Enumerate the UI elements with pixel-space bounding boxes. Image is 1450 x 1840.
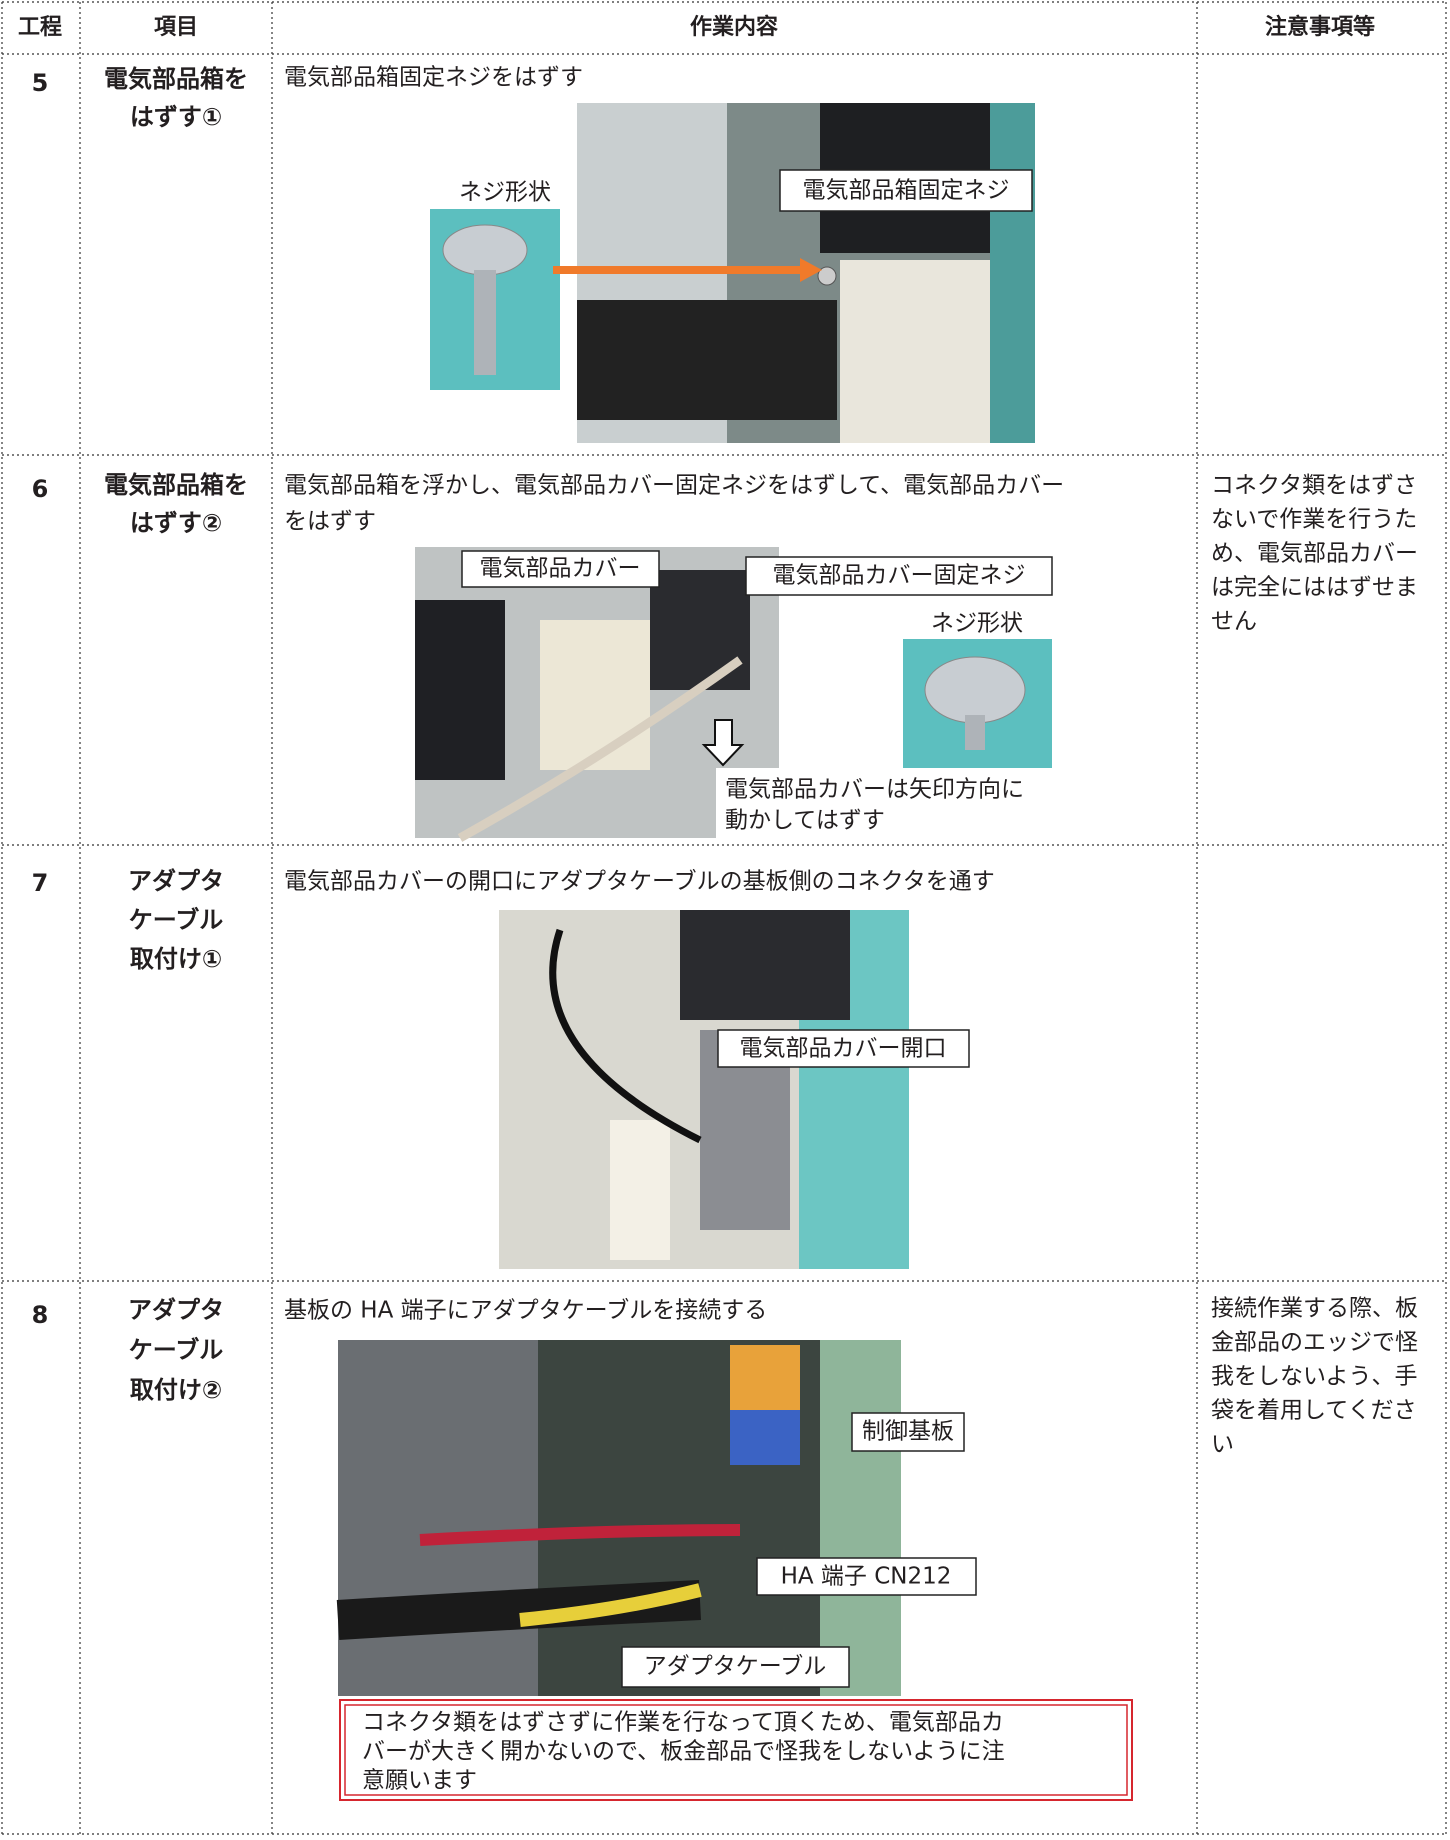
note: い: [1211, 1432, 1234, 1458]
caption-background: [716, 768, 1046, 840]
label-box: [745, 556, 1053, 596]
step-number: 6: [32, 475, 49, 503]
description: 基板の HA 端子にアダプタケーブルを接続する: [284, 1298, 767, 1324]
caution-text: 意願います: [362, 1768, 477, 1794]
caution-box: [339, 1699, 1133, 1801]
caption: 動かしてはずす: [725, 808, 885, 834]
header-cell: 作業内容: [690, 14, 778, 40]
label-box: [756, 1557, 977, 1596]
note: 金部品のエッジで怪: [1211, 1330, 1418, 1356]
label-box: [621, 1646, 850, 1688]
label-box: [851, 1412, 965, 1452]
caption: 電気部品カバーは矢印方向に: [725, 777, 1024, 803]
photo-label: 電気部品カバー: [480, 556, 641, 582]
photo-label: ネジ形状: [459, 180, 551, 206]
description: 電気部品カバーの開口にアダプタケーブルの基板側のコネクタを通す: [284, 869, 995, 895]
header-cell: 工程: [18, 15, 62, 40]
note: コネクタ類をはずさ: [1211, 473, 1417, 499]
photo: [430, 209, 560, 390]
caution-text: バーが大きく開かないので、板金部品で怪我をしないように注: [362, 1739, 1005, 1765]
arrow: [553, 258, 822, 282]
label-box: [717, 1029, 970, 1068]
description: 電気部品箱固定ネジをはずす: [284, 65, 583, 91]
photo-label: 電気部品箱固定ネジ: [803, 178, 1010, 204]
photo: [903, 639, 1052, 768]
item-text: 電気部品箱を: [104, 65, 248, 93]
photo-label: 電気部品カバー開口: [740, 1036, 947, 1062]
item-text: 電気部品箱を: [104, 471, 248, 499]
header-cell: 項目: [154, 15, 198, 40]
item-text: 取付け①: [130, 945, 222, 973]
header-cell: 注意事項等: [1265, 14, 1375, 40]
step-number: 8: [32, 1301, 49, 1329]
item-text: はずす①: [130, 103, 222, 131]
step-number: 7: [32, 869, 49, 897]
photo-label: アダプタケーブル: [644, 1654, 827, 1680]
photo: [499, 910, 909, 1269]
caution-text: コネクタ類をはずさずに作業を行なって頂くため、電気部品カ: [362, 1710, 1004, 1736]
description: をはずす: [284, 509, 376, 535]
note: 我をしないよう、手: [1211, 1364, 1418, 1390]
label-box: [779, 169, 1033, 212]
photo-label: 電気部品カバー固定ネジ: [773, 563, 1026, 589]
note: ないで作業を行うた: [1211, 507, 1417, 533]
note: は完全にははずせま: [1211, 575, 1418, 601]
note: 袋を着用してくださ: [1211, 1398, 1417, 1424]
item-text: ケーブル: [129, 1336, 224, 1364]
photo-label: ネジ形状: [931, 611, 1023, 637]
note: せん: [1211, 609, 1257, 635]
item-text: アダプタ: [128, 1296, 224, 1324]
item-text: ケーブル: [129, 906, 224, 934]
item-text: 取付け②: [130, 1376, 222, 1404]
item-text: アダプタ: [128, 867, 224, 895]
description: 電気部品箱を浮かし、電気部品カバー固定ネジをはずして、電気部品カバー: [284, 473, 1064, 499]
step-number: 5: [32, 69, 49, 97]
photo: [336, 1340, 901, 1696]
note: め、電気部品カバー: [1211, 541, 1418, 567]
note: 接続作業する際、板: [1211, 1296, 1418, 1322]
photo-label: HA 端子 CN212: [781, 1564, 952, 1590]
label-box: [461, 550, 660, 588]
item-text: はずす②: [130, 509, 222, 537]
photo-label: 制御基板: [862, 1419, 954, 1445]
